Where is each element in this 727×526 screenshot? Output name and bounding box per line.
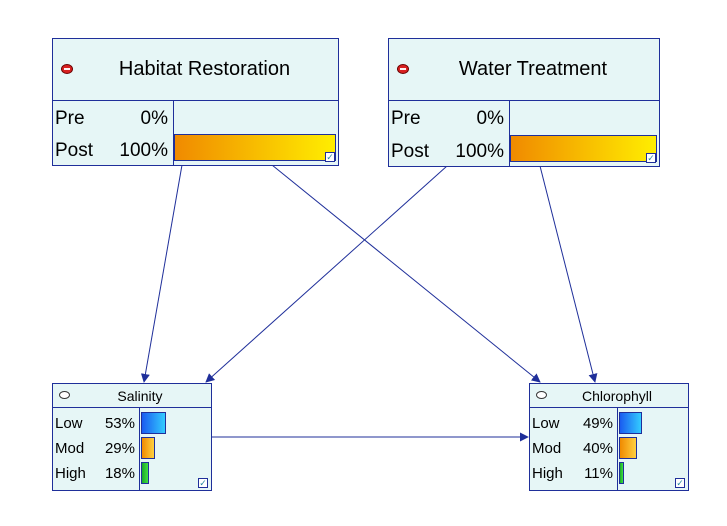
state-percent: 40% — [582, 439, 613, 457]
belief-bar — [510, 135, 657, 162]
checkbox-icon[interactable]: ✓ — [198, 478, 208, 488]
belief-bar — [141, 412, 166, 434]
node-title: Salinity — [117, 387, 163, 404]
node-title-row: Habitat Restoration — [53, 39, 338, 101]
checkbox-icon[interactable]: ✓ — [675, 478, 685, 488]
state-label: Pre — [55, 107, 85, 129]
node-salinity[interactable]: Salinity Low 53% Mod 29% High 18% ✓ — [52, 383, 212, 491]
state-label: Pre — [391, 107, 421, 129]
state-row-low[interactable]: Low 49% — [530, 411, 688, 435]
node-title: Habitat Restoration — [118, 58, 291, 80]
state-label: Post — [391, 140, 430, 162]
chance-oval-icon — [59, 391, 70, 399]
state-percent: 53% — [104, 414, 135, 432]
state-label: High — [55, 464, 86, 482]
state-row-high[interactable]: High 18% — [53, 461, 211, 485]
decision-oval-icon — [397, 64, 409, 74]
belief-bar — [619, 437, 637, 459]
edge-habitat-to-salinity — [140, 164, 183, 383]
node-title-row: Salinity — [53, 384, 211, 408]
state-row-high[interactable]: High 11% — [530, 461, 688, 485]
belief-bar — [141, 437, 155, 459]
state-label: High — [532, 464, 563, 482]
state-label: Low — [532, 414, 560, 432]
belief-bar — [141, 462, 149, 484]
belief-bar — [174, 134, 336, 161]
state-row-post[interactable]: Post 100% — [53, 134, 338, 165]
column-divider — [173, 101, 174, 165]
column-divider — [617, 408, 618, 490]
state-label: Post — [55, 139, 94, 161]
checkbox-icon[interactable]: ✓ — [325, 152, 335, 162]
node-habitat-restoration[interactable]: Habitat Restoration Pre 0% Post 100% ✓ — [52, 38, 339, 166]
state-percent: 0% — [476, 107, 504, 129]
state-label: Mod — [55, 439, 85, 457]
node-water-treatment[interactable]: Water Treatment Pre 0% Post 100% ✓ — [388, 38, 660, 167]
node-title-row: Chlorophyll — [530, 384, 688, 408]
state-percent: 49% — [582, 414, 613, 432]
state-percent: 18% — [104, 464, 135, 482]
state-percent: 100% — [455, 140, 504, 162]
state-row-mod[interactable]: Mod 29% — [53, 436, 211, 460]
node-title: Chlorophyll — [581, 387, 653, 404]
node-title: Water Treatment — [458, 58, 608, 80]
state-percent: 0% — [140, 107, 168, 129]
state-label: Mod — [532, 439, 562, 457]
edge-water-to-chlorophyll — [539, 165, 598, 383]
chance-oval-icon — [536, 391, 547, 399]
belief-bar — [619, 412, 642, 434]
column-divider — [509, 101, 510, 166]
edge-habitat-to-chlorophyll — [271, 164, 541, 383]
edge-water-to-salinity — [205, 165, 448, 383]
state-row-pre[interactable]: Pre 0% — [53, 102, 338, 135]
state-percent: 29% — [104, 439, 135, 457]
state-row-post[interactable]: Post 100% — [389, 135, 659, 166]
state-row-pre[interactable]: Pre 0% — [389, 102, 659, 135]
belief-bar — [619, 462, 624, 484]
node-title-row: Water Treatment — [389, 39, 659, 101]
node-chlorophyll[interactable]: Chlorophyll Low 49% Mod 40% High 11% ✓ — [529, 383, 689, 491]
decision-oval-icon — [61, 64, 73, 74]
state-percent: 11% — [584, 464, 613, 482]
column-divider — [139, 408, 140, 490]
state-label: Low — [55, 414, 83, 432]
state-row-low[interactable]: Low 53% — [53, 411, 211, 435]
state-row-mod[interactable]: Mod 40% — [530, 436, 688, 460]
checkbox-icon[interactable]: ✓ — [646, 153, 656, 163]
state-percent: 100% — [119, 139, 168, 161]
